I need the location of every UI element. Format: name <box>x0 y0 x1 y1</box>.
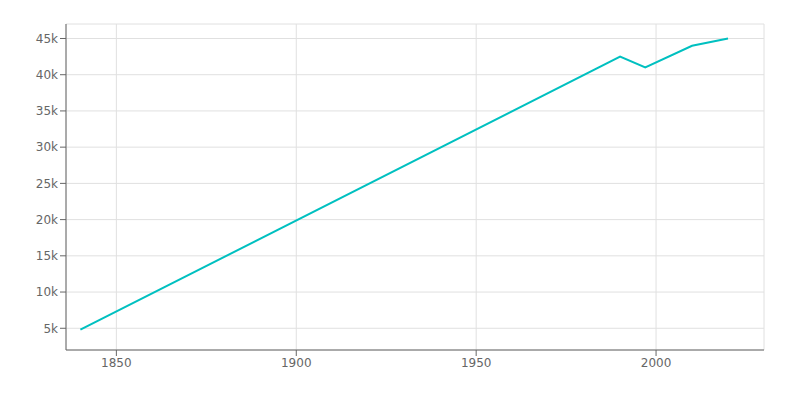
svg-text:15k: 15k <box>36 249 58 263</box>
svg-text:1850: 1850 <box>101 356 132 370</box>
svg-text:5k: 5k <box>43 322 58 336</box>
svg-text:25k: 25k <box>36 177 58 191</box>
svg-text:1900: 1900 <box>281 356 312 370</box>
svg-text:10k: 10k <box>36 285 58 299</box>
svg-text:35k: 35k <box>36 104 58 118</box>
svg-text:40k: 40k <box>36 68 58 82</box>
svg-text:20k: 20k <box>36 213 58 227</box>
svg-text:1950: 1950 <box>461 356 492 370</box>
svg-text:2000: 2000 <box>641 356 672 370</box>
svg-text:30k: 30k <box>36 140 58 154</box>
svg-text:45k: 45k <box>36 32 58 46</box>
